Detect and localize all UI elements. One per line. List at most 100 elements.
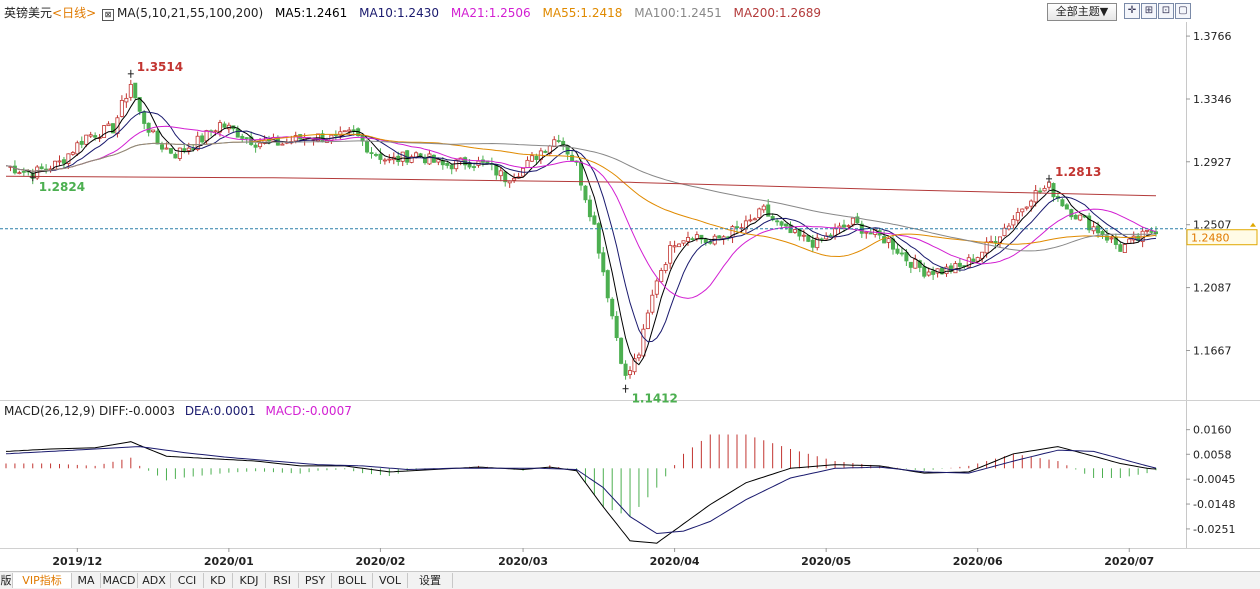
candle-body — [895, 248, 900, 254]
candle-body — [636, 354, 641, 359]
candle-body — [79, 140, 84, 145]
current-price-marker: 1.2480 — [0, 222, 1258, 246]
candle-body — [137, 97, 142, 112]
tab-settings[interactable]: 设置 — [408, 573, 453, 588]
candle-body — [168, 148, 173, 154]
current-price-label: 1.2480 — [1191, 232, 1230, 245]
candle-body — [779, 221, 784, 226]
time-tick-label: 2020/04 — [650, 555, 700, 568]
candle-body — [449, 164, 454, 170]
macd-diff: DIFF:-0.0003 — [98, 404, 175, 418]
candle-body — [498, 170, 503, 177]
candle-body — [761, 205, 766, 211]
candle-body — [694, 234, 699, 239]
candle-body — [690, 238, 695, 241]
macd-diff-line — [5, 441, 1157, 544]
tab-macd[interactable]: MACD — [101, 573, 138, 588]
candle-body — [164, 147, 169, 150]
candle-body — [1042, 187, 1047, 192]
candle-body — [400, 151, 405, 162]
candle-body — [365, 141, 370, 153]
theme-select-button[interactable]: 全部主题▼ — [1047, 3, 1117, 21]
candle-body — [1122, 244, 1127, 254]
candle-body — [182, 148, 187, 152]
candle-body — [766, 204, 771, 217]
tab-rsi[interactable]: RSI — [266, 573, 299, 588]
price-tick-label: 1.3766 — [1193, 30, 1232, 43]
candle-body — [940, 267, 945, 275]
tab-kdj[interactable]: KDJ — [233, 573, 266, 588]
candle-body — [204, 130, 209, 142]
tab-vip-indicator[interactable]: VIP指标 — [13, 573, 72, 588]
tab-version[interactable]: 版 — [0, 573, 13, 588]
time-tick-label: 2020/01 — [204, 555, 254, 568]
tab-psy[interactable]: PSY — [299, 573, 332, 588]
candle-body — [1145, 229, 1150, 232]
candle-body — [677, 243, 682, 248]
macd-series — [5, 434, 1157, 544]
ma100-line — [5, 140, 1157, 252]
candle-body — [1118, 244, 1123, 252]
candle-body — [966, 257, 971, 268]
candle-body — [1096, 225, 1101, 234]
candle-body — [431, 154, 436, 163]
candle-body — [373, 154, 378, 156]
candle-body — [222, 123, 227, 128]
time-tick-label: 2019/12 — [52, 555, 102, 568]
candle-body — [235, 128, 240, 138]
candle-body — [110, 123, 115, 134]
price-tick-label: 1.2927 — [1193, 156, 1232, 169]
candle-body — [160, 144, 165, 150]
candle-body — [672, 245, 677, 248]
candle-body — [993, 241, 998, 244]
window-icon[interactable]: ▢ — [1175, 3, 1191, 19]
tab-boll[interactable]: BOLL — [332, 573, 373, 588]
candle-body — [828, 234, 833, 237]
candle-body — [850, 217, 855, 225]
tab-kd[interactable]: KD — [204, 573, 233, 588]
candle-body — [882, 236, 887, 244]
period-label[interactable]: <日线> — [52, 6, 97, 20]
tab-vol[interactable]: VOL — [373, 573, 408, 588]
candle-body — [650, 294, 655, 313]
ma5-line — [5, 97, 1157, 366]
tab-ma[interactable]: MA — [72, 573, 101, 588]
candle-body — [668, 245, 673, 264]
candle-body — [801, 234, 806, 237]
candle-body — [507, 180, 512, 184]
candle-body — [806, 235, 811, 242]
candle-body — [841, 224, 846, 228]
candle-body — [1024, 206, 1029, 209]
candle-body — [70, 152, 75, 155]
candle-body — [775, 220, 780, 223]
tab-adx[interactable]: ADX — [138, 573, 171, 588]
candle-body — [641, 328, 646, 357]
grid-icon[interactable]: ⊞ — [1141, 3, 1157, 19]
candle-body — [1154, 231, 1159, 235]
candle-body — [66, 153, 71, 164]
price-tick-label: 1.2507 — [1193, 219, 1232, 232]
candle-body — [708, 241, 713, 244]
ma10-value: MA10:1.2430 — [359, 6, 439, 20]
candle-body — [913, 258, 918, 269]
candle-body — [681, 240, 686, 244]
macd-tick-label: -0.0045 — [1193, 473, 1235, 486]
candle-body — [472, 166, 477, 168]
candle-body — [645, 312, 650, 329]
candle-body — [984, 241, 989, 254]
candle-body — [422, 156, 427, 164]
candle-body — [846, 225, 851, 228]
candle-body — [953, 263, 958, 274]
candle-body — [1015, 212, 1020, 221]
candle-body — [717, 235, 722, 239]
candle-body — [1002, 227, 1007, 237]
chart-canvas[interactable]: 1.3766 1.3346 1.2927 1.2507 1.2087 1.1667 0.0… — [0, 0, 1260, 571]
indicator-icon[interactable]: ⊠ — [101, 9, 114, 21]
candle-body — [102, 125, 107, 138]
macd-tick-label: -0.0251 — [1193, 523, 1235, 536]
crosshair-icon[interactable]: ✛ — [1124, 3, 1140, 19]
tab-cci[interactable]: CCI — [171, 573, 204, 588]
time-tick-label: 2020/03 — [498, 555, 548, 568]
draw-icon[interactable]: ⊡ — [1158, 3, 1174, 19]
macd-params: MACD(26,12,9) — [4, 404, 96, 418]
